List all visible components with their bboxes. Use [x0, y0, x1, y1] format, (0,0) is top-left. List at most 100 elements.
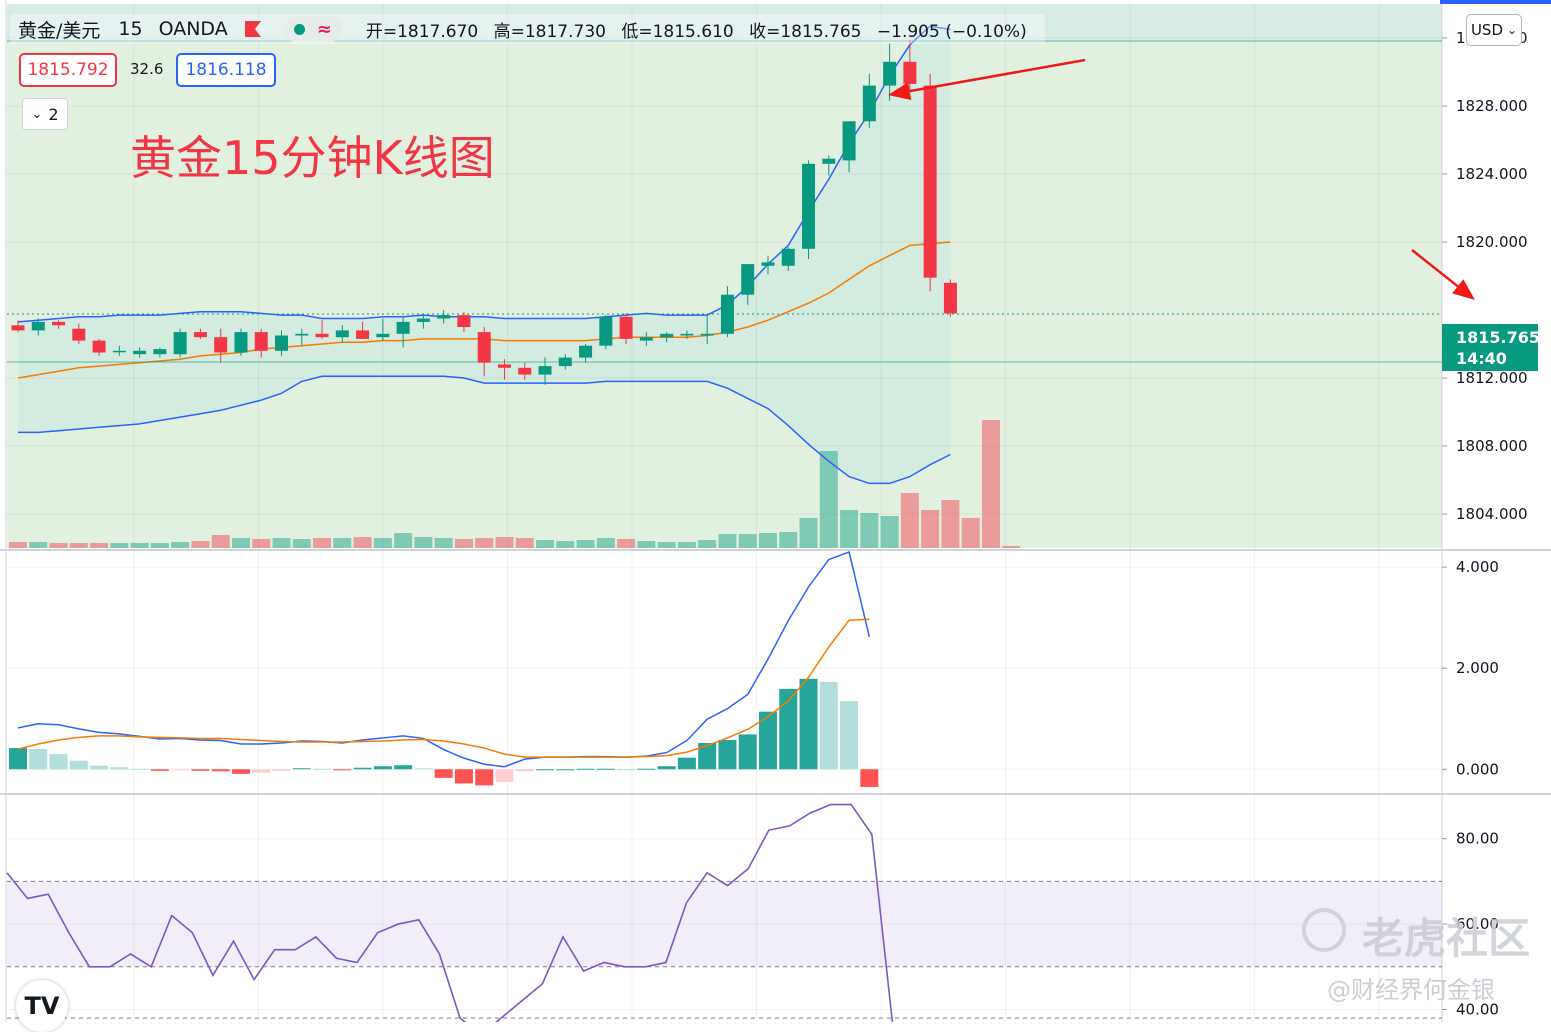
symbol-name[interactable]: 黄金/美元	[18, 19, 101, 42]
price-axis-label: 1820.000	[1456, 233, 1528, 251]
sell-price-button[interactable]: 1815.792	[19, 53, 117, 87]
macd-histogram-bar	[434, 769, 453, 778]
macd-histogram-bar	[758, 711, 777, 770]
volume-bar	[90, 543, 109, 548]
macd-histogram-bar	[718, 739, 737, 770]
candle-body	[234, 332, 248, 353]
candle-body	[700, 333, 714, 336]
macd-histogram-bar	[576, 768, 595, 770]
candle-body	[497, 364, 511, 368]
tradingview-logo-icon[interactable]: TV	[16, 980, 68, 1032]
macd-histogram-bar	[475, 769, 494, 786]
macd-histogram-bar	[738, 734, 757, 770]
candle-body	[335, 330, 349, 338]
macd-signal-line	[17, 618, 870, 758]
volume-bar	[495, 537, 514, 548]
macd-histogram-bar	[677, 757, 696, 770]
annotation-arrow-head	[888, 82, 912, 101]
candle-body	[72, 328, 86, 341]
price-axis-label: 1804.000	[1456, 505, 1528, 523]
rsi-pane-background	[7, 796, 1442, 1018]
annotation-arrow-shaft	[909, 58, 1086, 93]
indicators-toggle[interactable]: ⌄ 2	[22, 98, 68, 130]
candle-body	[862, 85, 876, 122]
candle-body	[376, 333, 390, 338]
volume-bar	[840, 510, 859, 548]
candle-body	[761, 262, 775, 266]
volume-bar	[272, 538, 291, 548]
macd-line	[17, 551, 871, 768]
macd-histogram-bar	[191, 769, 210, 771]
candle-body	[943, 282, 957, 314]
volume-bar	[799, 518, 818, 548]
price-axis-label: 1808.000	[1456, 437, 1528, 455]
bar-countdown: 14:40	[1456, 348, 1507, 368]
price-axis-label: 1828.000	[1456, 97, 1528, 115]
volume-bar	[657, 542, 676, 548]
candle-body	[214, 337, 228, 353]
macd-histogram-bar	[819, 681, 838, 770]
volume-bar	[191, 541, 210, 548]
symbol-header: 黄金/美元 15 OANDA ≈ 开=1817.670 高=1817.730 低…	[10, 14, 1045, 44]
macd-histogram-bar	[211, 769, 230, 772]
buy-price-button[interactable]: 1816.118	[176, 53, 276, 87]
candle-body	[842, 121, 856, 161]
candle-body	[883, 61, 897, 86]
volume-bar	[900, 493, 919, 548]
top-accent	[1440, 0, 1551, 4]
macd-histogram-bar	[657, 766, 676, 770]
volume-bar	[718, 534, 737, 548]
volume-bar	[29, 542, 48, 548]
rsi-line	[6, 803, 894, 1022]
macd-histogram-bar	[596, 768, 615, 770]
volume-bar	[758, 533, 777, 548]
status-pill[interactable]: ≈	[283, 16, 342, 42]
volume-bar	[819, 451, 838, 548]
volume-bar	[860, 513, 879, 548]
candle-body	[619, 316, 633, 339]
volume-bar	[921, 510, 940, 548]
currency-select[interactable]: USD ⌄	[1466, 14, 1522, 46]
macd-histogram-bar	[353, 767, 372, 770]
macd-histogram-bar	[454, 769, 473, 784]
volume-bar	[69, 543, 88, 548]
candle-body	[558, 357, 572, 367]
macd-histogram-bar	[150, 769, 169, 771]
macd-histogram-bar	[536, 769, 555, 771]
data-source: OANDA	[158, 18, 228, 40]
candle-body	[356, 330, 370, 339]
candle-body	[599, 316, 613, 346]
watermark-brand: 老虎社区	[1362, 914, 1531, 963]
volume-bar	[231, 538, 250, 548]
rsi-axis-label: 40.00	[1456, 1000, 1499, 1018]
macd-histogram-bar	[779, 688, 798, 770]
candle-body	[92, 340, 106, 353]
last-price-tag: 1815.765 14:40	[1442, 324, 1540, 371]
candle-body	[52, 321, 66, 326]
macd-histogram-bar	[313, 768, 332, 770]
bollinger-lower-line	[18, 375, 951, 485]
candle-body	[133, 350, 147, 355]
macd-histogram-bar	[698, 742, 717, 770]
rsi-band	[7, 881, 1442, 967]
candle-body	[11, 325, 25, 331]
macd-histogram-bar	[394, 765, 413, 770]
indicator-count: 2	[48, 104, 59, 124]
flag-icon[interactable]	[244, 20, 262, 38]
macd-histogram-bar	[799, 678, 818, 770]
candle-body	[275, 335, 289, 351]
open-value: 开=1817.670	[365, 21, 479, 42]
macd-histogram-bar	[515, 769, 534, 772]
macd-histogram-bar	[860, 769, 879, 787]
volume-bar	[738, 534, 757, 548]
volume-bar	[677, 542, 696, 548]
volume-bar	[779, 532, 798, 548]
volume-bar	[637, 541, 656, 548]
ohlc-values: 开=1817.670 高=1817.730 低=1815.610 收=1815.…	[366, 17, 1037, 42]
change-value: −1.905 (−0.10%)	[876, 21, 1027, 42]
timeframe[interactable]: 15	[118, 18, 143, 40]
volume-bar	[536, 540, 555, 548]
candle-body	[518, 367, 532, 375]
